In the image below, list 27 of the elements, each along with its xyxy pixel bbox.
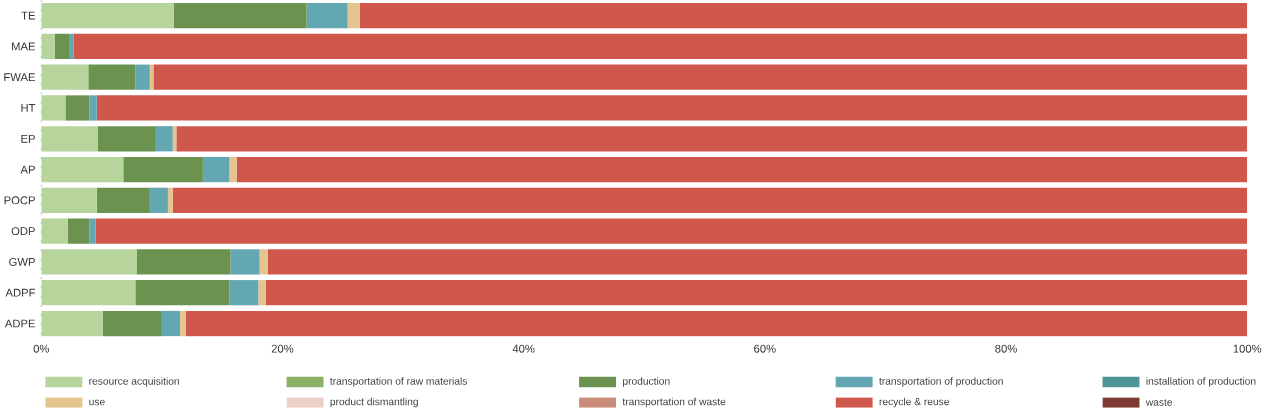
y-tick-label: ADPE <box>4 319 35 328</box>
legend-label: recycle & reuse <box>879 397 949 408</box>
x-tick-label: 40% <box>512 344 535 353</box>
y-tick-label: ADPF <box>5 289 36 297</box>
legend-label: transportation of raw materials <box>330 377 468 387</box>
x-tick-label: 20% <box>271 344 294 353</box>
y-tick-label: AP <box>20 165 35 174</box>
legend-label: installation of production <box>1146 377 1256 387</box>
y-tick-label: FWAE <box>4 73 35 82</box>
y-tick-label: HT <box>21 104 36 113</box>
x-tick-label: 0% <box>33 344 49 353</box>
y-tick-label: ODP <box>11 227 35 236</box>
legend-label: use <box>89 399 105 406</box>
y-tick-label: GWP <box>9 258 35 267</box>
x-tick-label: 100% <box>1233 344 1262 353</box>
legend-label: production <box>623 377 670 387</box>
x-tick-label: 60% <box>754 344 776 353</box>
legend-label: transportation of waste <box>622 397 726 408</box>
legend-label: resource acquisition <box>89 377 179 387</box>
y-tick-label: EP <box>21 135 35 143</box>
y-tick-label: POCP <box>4 196 35 205</box>
legend-label: transportation of production <box>879 377 1003 387</box>
legend-label: product dismantling <box>330 397 418 408</box>
legend-label: waste <box>1145 399 1173 407</box>
y-tick-label: TE <box>21 11 35 20</box>
y-tick-label: MAE <box>12 42 35 51</box>
x-tick-label: 80% <box>995 344 1017 353</box>
